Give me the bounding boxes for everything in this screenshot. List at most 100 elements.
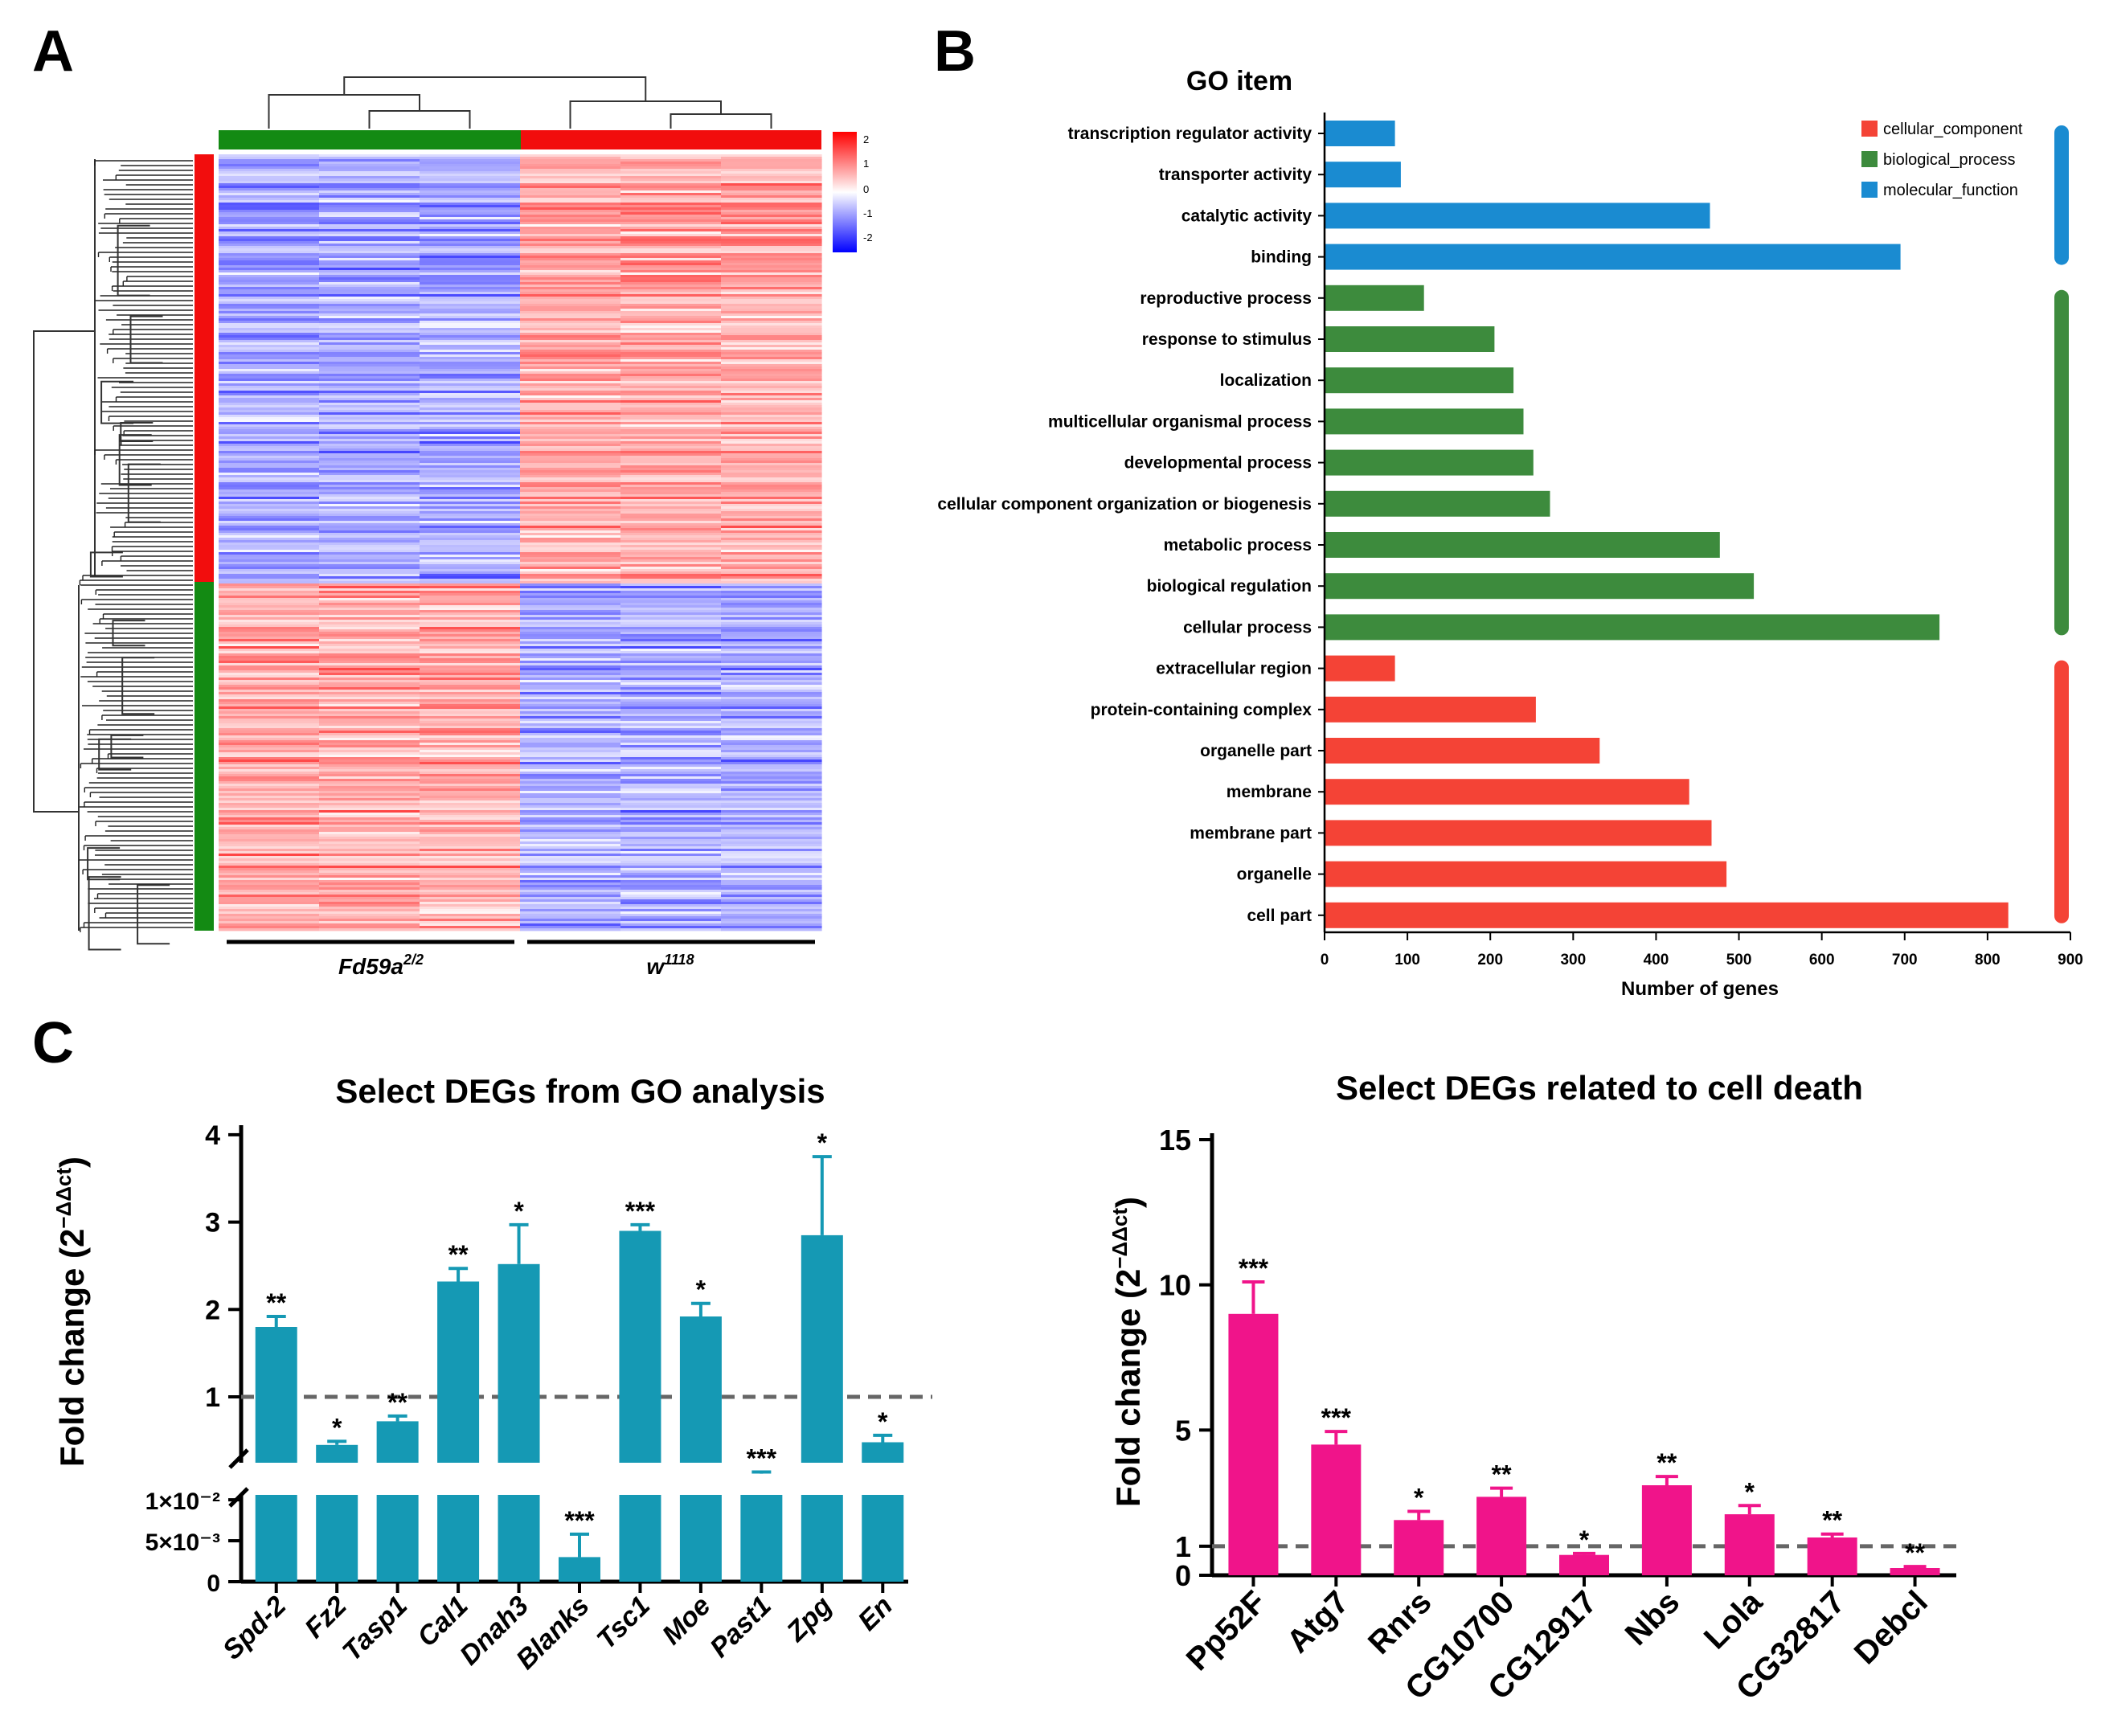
heatmap-cell: [520, 535, 621, 538]
heatmap-cell: [219, 622, 320, 625]
category-label: cellular process: [1183, 618, 1312, 637]
heatmap-cell: [520, 600, 621, 604]
heatmap-cell: [520, 776, 621, 780]
heatmap-cell: [620, 675, 722, 678]
heatmap-cell: [620, 854, 722, 857]
row-cluster-bar-up: [195, 154, 214, 582]
heatmap-cell: [319, 523, 420, 526]
heatmap-cell: [219, 798, 320, 801]
heatmap-cell: [721, 229, 822, 232]
heatmap-cell: [721, 277, 822, 280]
heatmap-cell: [620, 239, 722, 242]
heatmap-cell: [420, 832, 521, 835]
heatmap-cell: [721, 157, 822, 160]
heatmap-cell: [721, 234, 822, 237]
heatmap-cell: [620, 868, 722, 871]
heatmap-cell: [319, 892, 420, 895]
heatmap-cell: [620, 620, 722, 623]
significance-label: **: [448, 1240, 469, 1269]
heatmap-cell: [420, 352, 521, 355]
heatmap-cell: [520, 902, 621, 905]
heatmap-cell: [721, 709, 822, 712]
heatmap-cell: [721, 207, 822, 211]
heatmap-cell: [319, 885, 420, 888]
heatmap-cell: [219, 461, 320, 464]
heatmap-cell: [420, 253, 521, 256]
heatmap-cell: [420, 571, 521, 575]
heatmap-cell: [219, 902, 320, 905]
heatmap-cell: [219, 268, 320, 271]
heatmap-cell: [520, 178, 621, 182]
heatmap-cell: [319, 222, 420, 225]
heatmap-cell: [420, 750, 521, 753]
heatmap-cell: [520, 526, 621, 529]
heatmap-cell: [319, 586, 420, 589]
heatmap-cell: [420, 622, 521, 625]
heatmap-cell: [420, 313, 521, 317]
heatmap-cell: [219, 352, 320, 355]
heatmap-cell: [420, 294, 521, 297]
heatmap-cell: [721, 608, 822, 611]
heatmap-cell: [721, 827, 822, 830]
heatmap-cell: [620, 335, 722, 338]
heatmap-cell: [620, 586, 722, 589]
heatmap-cell: [219, 374, 320, 377]
heatmap-cell: [219, 277, 320, 280]
heatmap-cell: [620, 379, 722, 382]
heatmap-cell: [620, 890, 722, 893]
heatmap-cell: [620, 687, 722, 690]
heatmap-cell: [319, 383, 420, 387]
panel-label-b: B: [934, 19, 976, 84]
heatmap-cell: [420, 820, 521, 823]
heatmap-cell: [219, 458, 320, 461]
heatmap-cell: [721, 716, 822, 719]
heatmap-cell: [219, 605, 320, 608]
heatmap-cell: [721, 829, 822, 833]
heatmap-cell: [319, 429, 420, 432]
heatmap-cell: [620, 516, 722, 519]
heatmap-cell: [520, 639, 621, 642]
heatmap-cell: [721, 181, 822, 184]
heatmap-cell: [721, 282, 822, 285]
heatmap-cell: [721, 875, 822, 878]
heatmap-cell: [420, 545, 521, 548]
heatmap-cell: [420, 837, 521, 840]
x-tick-label: Rnrs: [1362, 1584, 1439, 1661]
heatmap-cell: [420, 914, 521, 917]
heatmap-cell: [219, 608, 320, 611]
heatmap-cell: [420, 559, 521, 563]
heatmap-cell: [420, 665, 521, 669]
heatmap-cell: [319, 629, 420, 633]
heatmap-cell: [721, 244, 822, 247]
heatmap-cell: [520, 545, 621, 548]
bar: [1325, 367, 1514, 394]
heatmap-cell: [219, 649, 320, 652]
heatmap-cell: [620, 535, 722, 538]
heatmap-cell: [721, 492, 822, 495]
heatmap-cell: [620, 605, 722, 608]
heatmap-cell: [721, 629, 822, 633]
heatmap-cell: [420, 767, 521, 770]
heatmap-cell: [620, 622, 722, 625]
heatmap-cell: [319, 868, 420, 871]
heatmap-cell: [721, 294, 822, 297]
heatmap-cell: [319, 805, 420, 809]
heatmap-cell: [420, 309, 521, 312]
heatmap-cell: [219, 330, 320, 334]
heatmap-cell: [721, 323, 822, 326]
heatmap-cell: [219, 456, 320, 459]
heatmap-cell: [620, 429, 722, 432]
heatmap-cell: [620, 878, 722, 881]
heatmap-cell: [319, 193, 420, 196]
heatmap-cell: [319, 921, 420, 924]
heatmap-cell: [721, 299, 822, 302]
heatmap-cell: [319, 244, 420, 247]
heatmap-cell: [721, 321, 822, 324]
heatmap-cell: [219, 834, 320, 837]
heatmap-cell: [620, 721, 722, 724]
heatmap-cell: [219, 485, 320, 488]
heatmap-cell: [721, 791, 822, 794]
heatmap-cell: [520, 646, 621, 649]
heatmap-cell: [219, 403, 320, 406]
heatmap-cell: [721, 704, 822, 707]
